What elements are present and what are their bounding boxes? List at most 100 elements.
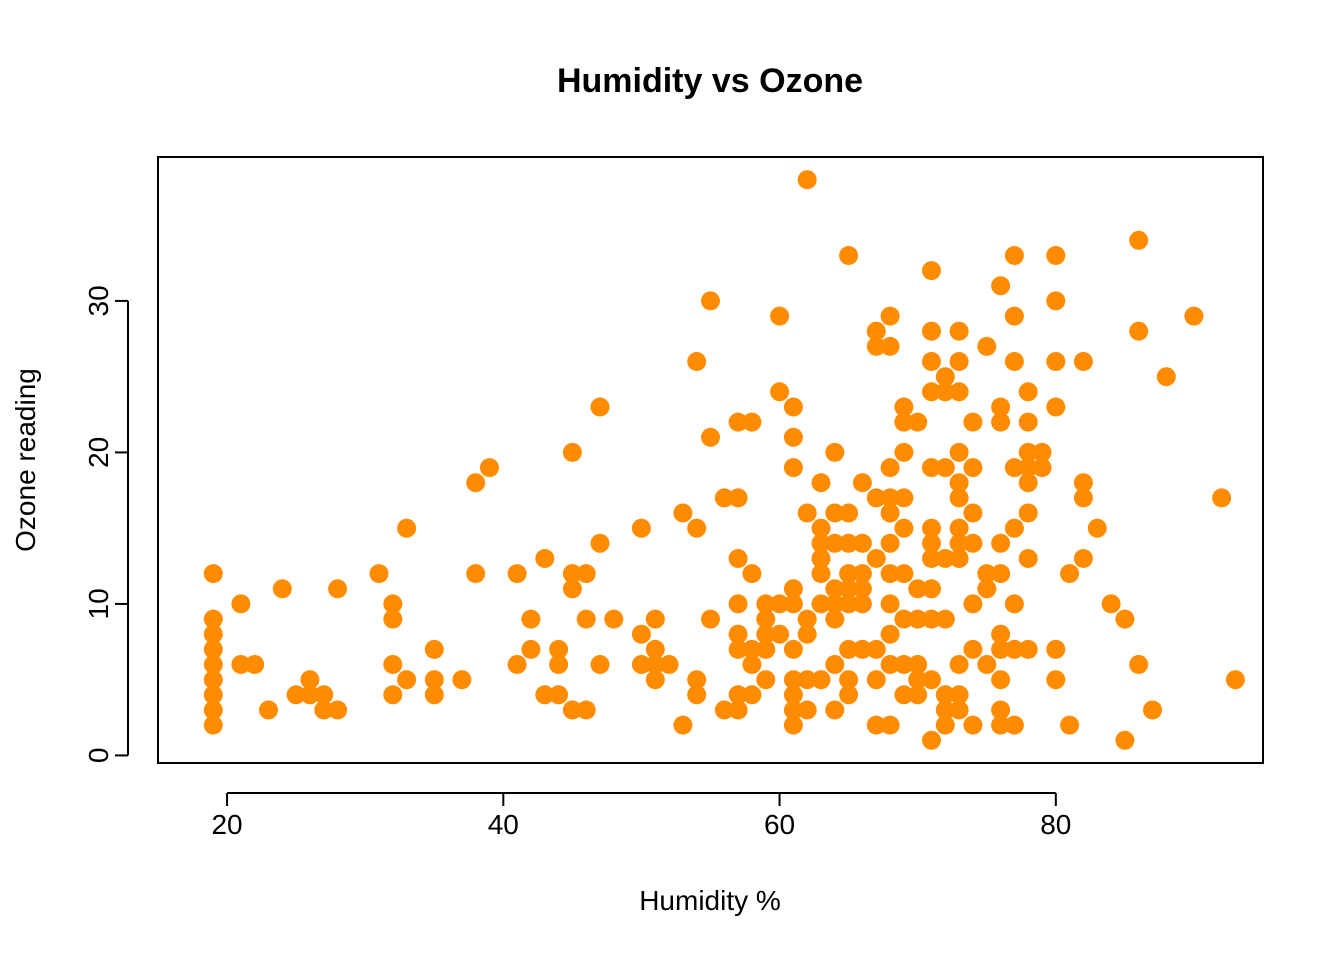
data-point bbox=[811, 594, 831, 614]
data-point bbox=[1018, 503, 1038, 523]
data-point bbox=[963, 412, 983, 432]
data-point bbox=[880, 594, 900, 614]
data-point bbox=[590, 655, 610, 674]
data-point bbox=[742, 685, 762, 705]
data-point bbox=[562, 564, 582, 584]
data-point bbox=[673, 715, 693, 735]
data-point bbox=[866, 336, 886, 356]
data-point bbox=[908, 670, 928, 690]
data-point bbox=[300, 685, 320, 705]
data-point bbox=[507, 655, 527, 674]
data-point bbox=[203, 624, 223, 644]
data-point bbox=[949, 442, 969, 462]
data-point bbox=[728, 488, 748, 508]
data-point bbox=[424, 670, 444, 690]
data-point bbox=[977, 564, 997, 584]
data-point bbox=[203, 700, 223, 720]
data-point bbox=[949, 700, 969, 720]
data-point bbox=[756, 624, 776, 644]
data-point bbox=[963, 639, 983, 659]
data-point bbox=[797, 670, 817, 690]
data-point bbox=[590, 533, 610, 553]
data-point bbox=[811, 518, 831, 538]
data-point bbox=[825, 533, 845, 553]
data-point bbox=[991, 564, 1011, 584]
data-point bbox=[949, 352, 969, 371]
data-point bbox=[825, 609, 845, 629]
data-point bbox=[894, 488, 914, 508]
data-point bbox=[535, 549, 555, 568]
data-point bbox=[1046, 246, 1066, 265]
data-point bbox=[631, 655, 651, 674]
data-point bbox=[1018, 473, 1038, 493]
data-point bbox=[756, 670, 776, 690]
data-point bbox=[1073, 488, 1093, 508]
data-point bbox=[590, 397, 610, 417]
data-point bbox=[963, 533, 983, 553]
data-point bbox=[424, 685, 444, 705]
data-point bbox=[977, 579, 997, 599]
data-point bbox=[770, 594, 790, 614]
data-point bbox=[894, 609, 914, 629]
data-point bbox=[839, 579, 859, 599]
data-point bbox=[908, 579, 928, 599]
data-point bbox=[383, 655, 403, 674]
data-point bbox=[880, 624, 900, 644]
data-point bbox=[935, 609, 955, 629]
data-point bbox=[576, 609, 596, 629]
data-point bbox=[756, 609, 776, 629]
data-point bbox=[728, 412, 748, 432]
data-point bbox=[839, 503, 859, 523]
data-point bbox=[949, 488, 969, 508]
data-point bbox=[1032, 458, 1052, 478]
data-point bbox=[880, 306, 900, 326]
data-point bbox=[1004, 246, 1024, 265]
data-point bbox=[300, 670, 320, 690]
data-point bbox=[880, 533, 900, 553]
data-point bbox=[1018, 549, 1038, 568]
data-point bbox=[1004, 715, 1024, 735]
data-point bbox=[1046, 291, 1066, 311]
data-point bbox=[839, 670, 859, 690]
y-axis: 0 10 20 30 bbox=[83, 285, 129, 764]
data-point bbox=[922, 549, 941, 568]
y-tick-label: 10 bbox=[83, 588, 114, 619]
data-point bbox=[535, 685, 555, 705]
data-point bbox=[852, 533, 872, 553]
data-point bbox=[839, 685, 859, 705]
data-point bbox=[659, 655, 679, 674]
data-point bbox=[1129, 655, 1149, 674]
data-point bbox=[1087, 518, 1107, 538]
data-point bbox=[507, 564, 527, 584]
y-tick-label: 20 bbox=[83, 437, 114, 468]
x-tick-label: 20 bbox=[211, 809, 242, 840]
data-point bbox=[935, 458, 955, 478]
data-point bbox=[562, 579, 582, 599]
data-point bbox=[866, 321, 886, 341]
data-point bbox=[742, 412, 762, 432]
data-point bbox=[949, 685, 969, 705]
data-point bbox=[991, 533, 1011, 553]
y-tick-label: 0 bbox=[83, 748, 114, 764]
data-point bbox=[825, 655, 845, 674]
data-point bbox=[770, 306, 790, 326]
data-point bbox=[991, 412, 1011, 432]
data-point bbox=[977, 336, 997, 356]
data-point bbox=[908, 609, 928, 629]
data-point bbox=[631, 518, 651, 538]
data-point bbox=[521, 609, 541, 629]
data-point bbox=[742, 564, 762, 584]
data-point bbox=[894, 518, 914, 538]
x-axis-label: Humidity % bbox=[639, 885, 781, 916]
data-point bbox=[797, 503, 817, 523]
data-point bbox=[480, 458, 499, 478]
data-point bbox=[203, 655, 223, 674]
data-point bbox=[797, 700, 817, 720]
data-point bbox=[645, 639, 665, 659]
data-point bbox=[935, 700, 955, 720]
data-point bbox=[714, 488, 734, 508]
data-point bbox=[935, 367, 955, 387]
data-point bbox=[1129, 230, 1149, 250]
data-point bbox=[935, 685, 955, 705]
data-point bbox=[742, 655, 762, 674]
